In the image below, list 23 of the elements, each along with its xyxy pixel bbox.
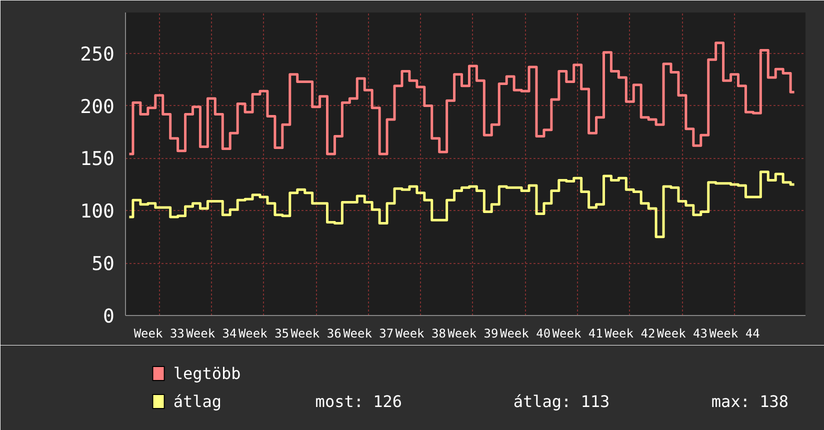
x-tick-label: Week 44 xyxy=(709,326,760,340)
text: most: 126 xyxy=(315,392,402,411)
x-tick-label: Week 37 xyxy=(343,326,394,340)
legend-label: átlag xyxy=(173,392,222,411)
text: átlag: 113 xyxy=(513,392,610,411)
x-tick-label: Week 39 xyxy=(448,326,498,340)
x-tick-label: Week 35 xyxy=(238,326,290,340)
x-tick-label: Week 42 xyxy=(604,326,656,340)
y-tick-label: 200 xyxy=(80,96,115,118)
y-tick-label: 150 xyxy=(80,148,115,170)
x-tick-label: Week 40 xyxy=(500,326,551,340)
y-tick-label: 100 xyxy=(80,200,115,223)
x-tick-label: Week 34 xyxy=(186,326,237,340)
text: max: 138 xyxy=(711,392,788,411)
x-tick-label: Week 33 xyxy=(134,326,184,340)
x-tick-label: Week 41 xyxy=(552,326,603,340)
legend-label: legtöbb xyxy=(173,364,241,383)
x-tick-label: Week 43 xyxy=(656,326,708,340)
y-tick-label: 0 xyxy=(103,306,115,328)
x-tick-label: Week 38 xyxy=(395,326,446,340)
y-tick-label: 250 xyxy=(80,43,115,66)
x-tick-label: Week 36 xyxy=(290,326,342,340)
y-tick-label: 50 xyxy=(92,253,115,276)
